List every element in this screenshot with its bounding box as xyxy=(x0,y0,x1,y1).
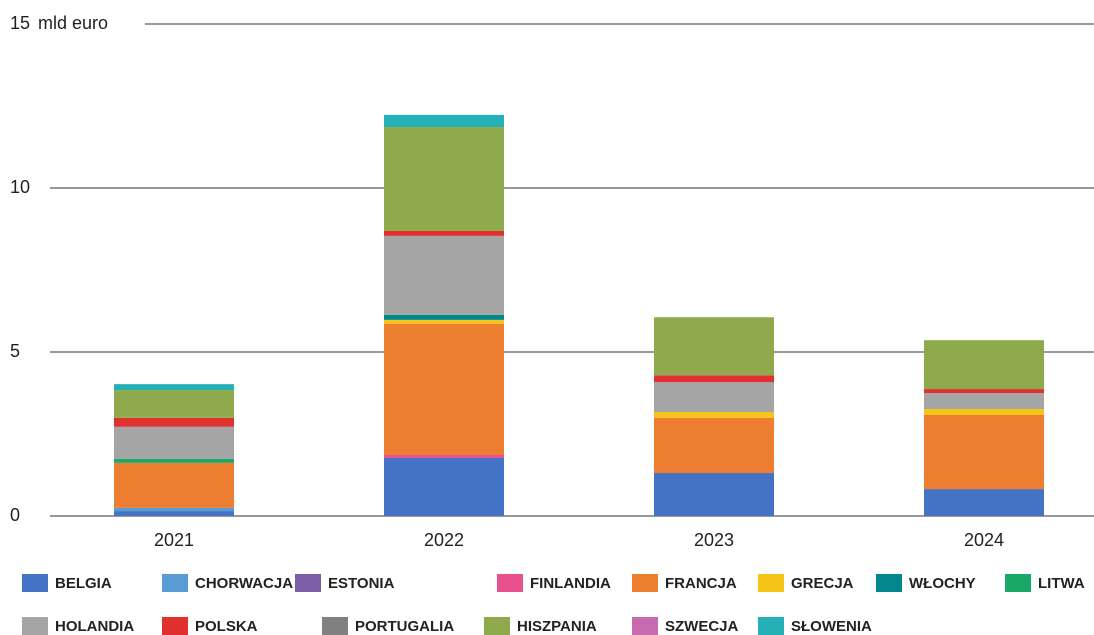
legend-label: HISZPANIA xyxy=(517,618,597,635)
legend-swatch xyxy=(758,574,784,592)
bar-segment xyxy=(384,323,504,455)
y-axis-label: mld euro xyxy=(38,13,108,33)
bar-segment xyxy=(114,511,234,516)
bar-segment xyxy=(924,409,1044,415)
bar-segment xyxy=(384,314,504,320)
legend-swatch xyxy=(22,617,48,635)
legend-label: CHORWACJA xyxy=(195,575,293,592)
legend-label: BELGIA xyxy=(55,575,112,592)
bar-segment xyxy=(114,384,234,391)
bar-segment xyxy=(114,458,234,463)
bar-segment xyxy=(654,473,774,516)
bar-segment xyxy=(114,507,234,512)
legend-label: LITWA xyxy=(1038,575,1085,592)
bar-segment xyxy=(924,389,1044,393)
legend-label: ESTONIA xyxy=(328,575,395,592)
bar-segment xyxy=(114,426,234,459)
x-tick-label: 2021 xyxy=(154,530,194,550)
bar-segment xyxy=(384,235,504,315)
legend-swatch xyxy=(497,574,523,592)
y-tick-label: 10 xyxy=(10,177,30,197)
bar-segment xyxy=(924,489,1044,516)
legend-swatch xyxy=(758,617,784,635)
bar-segment xyxy=(654,382,774,413)
bar-segment xyxy=(114,462,234,508)
legend-label: SŁOWENIA xyxy=(791,618,872,635)
bar-segment xyxy=(654,317,774,376)
x-tick-label: 2024 xyxy=(964,530,1004,550)
bar-segment xyxy=(384,319,504,324)
bar-segment xyxy=(384,114,504,127)
y-tick-label: 5 xyxy=(10,341,20,361)
bar-segment xyxy=(384,230,504,236)
legend-label: POLSKA xyxy=(195,618,258,635)
legend-label: WŁOCHY xyxy=(909,575,976,592)
legend-swatch xyxy=(1005,574,1031,592)
legend-label: HOLANDIA xyxy=(55,618,134,635)
bar-segment xyxy=(384,454,504,458)
legend-swatch xyxy=(162,617,188,635)
x-tick-label: 2023 xyxy=(694,530,734,550)
bar-segment xyxy=(384,457,504,516)
legend-swatch xyxy=(632,617,658,635)
bar-segment xyxy=(924,340,1044,390)
bar-segment xyxy=(114,417,234,427)
bar-segment xyxy=(654,412,774,418)
bar-segment xyxy=(654,375,774,383)
x-tick-label: 2022 xyxy=(424,530,464,550)
y-tick-label: 0 xyxy=(10,505,20,525)
legend-swatch xyxy=(22,574,48,592)
bar-segment xyxy=(924,414,1044,490)
bar-segment xyxy=(384,126,504,231)
bar-segment xyxy=(924,393,1044,410)
legend-swatch xyxy=(322,617,348,635)
legend-swatch xyxy=(632,574,658,592)
legend-swatch xyxy=(876,574,902,592)
legend-swatch xyxy=(162,574,188,592)
bar-segment xyxy=(114,390,234,418)
legend-swatch xyxy=(295,574,321,592)
legend-label: FINLANDIA xyxy=(530,575,611,592)
legend-label: GRECJA xyxy=(791,575,854,592)
bar-segment xyxy=(654,417,774,474)
legend-label: FRANCJA xyxy=(665,575,737,592)
y-tick-label: 15 xyxy=(10,13,30,33)
legend-label: SZWECJA xyxy=(665,618,739,635)
legend-swatch xyxy=(484,617,510,635)
legend-label: PORTUGALIA xyxy=(355,618,454,635)
